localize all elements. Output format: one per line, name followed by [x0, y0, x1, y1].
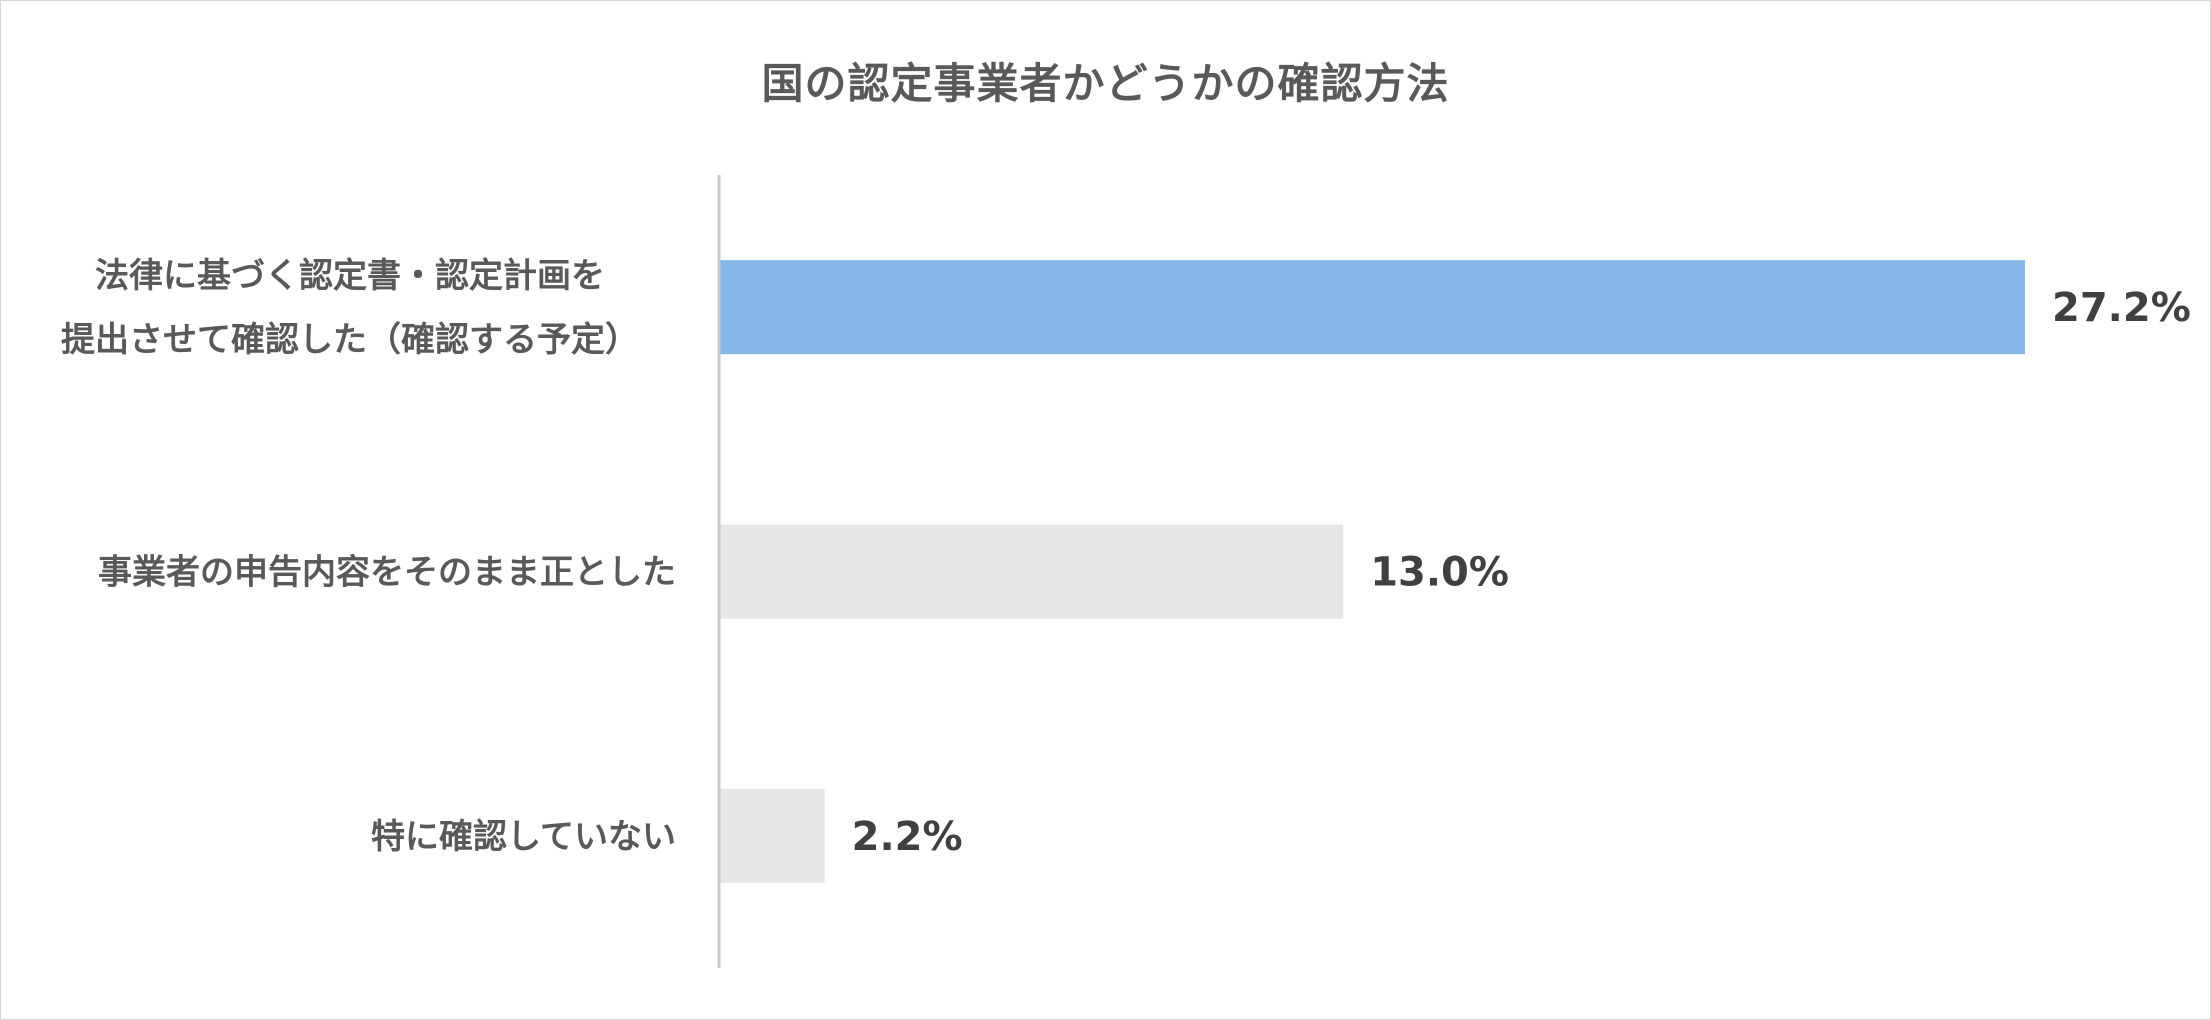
bar-2 [719, 788, 825, 883]
category-label-2-line-0: 特に確認していない [371, 817, 676, 857]
data-label-0: 27.2% [2052, 285, 2191, 331]
bars-layer [719, 260, 2025, 883]
bar-1 [719, 524, 1344, 619]
category-label-0-line-0: 法律に基づく認定書・認定計画を [95, 256, 605, 296]
bar-0 [719, 260, 2025, 355]
category-label-1-line-0: 事業者の申告内容をそのまま正とした [98, 553, 676, 593]
chart-title: 国の認定事業者かどうかの確認方法 [761, 59, 1450, 108]
data-label-1: 13.0% [1370, 550, 1509, 596]
category-label-0-line-1: 提出させて確認した（確認する予定） [61, 320, 639, 360]
data-label-2: 2.2% [852, 814, 963, 860]
